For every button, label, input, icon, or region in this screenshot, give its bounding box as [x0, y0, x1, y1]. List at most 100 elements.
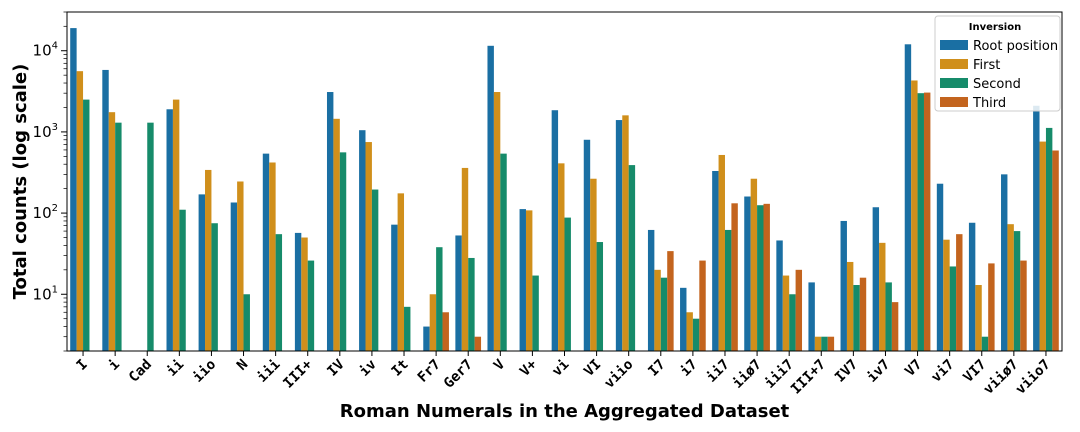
bar-second-25 [885, 282, 892, 351]
bar-second-2 [147, 122, 154, 351]
bar-first-14 [525, 210, 533, 351]
bar-third-27 [956, 234, 963, 351]
bar-first-1 [108, 112, 116, 352]
bar-first-26 [911, 80, 918, 351]
bar-first-23 [814, 336, 822, 351]
bar-second-9 [371, 189, 379, 351]
bar-second-26 [917, 93, 924, 352]
legend-title: Inversion [969, 22, 1021, 33]
y-tick-label: 101 [33, 284, 58, 303]
legend-swatch [940, 40, 968, 50]
y-tick-label: 104 [33, 41, 58, 60]
bar-root-position-13 [487, 45, 494, 352]
x-tick-label: VI [581, 357, 604, 380]
bar-root-position-16 [583, 139, 591, 351]
bar-root-position-22 [776, 240, 783, 351]
bar-second-22 [789, 294, 796, 351]
bar-root-position-25 [872, 207, 880, 351]
bar-root-position-17 [615, 120, 623, 351]
bar-first-9 [365, 142, 372, 351]
bar-first-28 [975, 285, 982, 351]
bar-first-18 [654, 269, 661, 351]
x-tick-label: Ger7 [441, 357, 476, 392]
bar-second-24 [853, 285, 860, 351]
bar-root-position-18 [647, 229, 655, 351]
bar-second-13 [500, 153, 507, 351]
bar-second-17 [628, 165, 636, 351]
bar-second-12 [468, 257, 475, 351]
x-tick-label: IV [324, 356, 348, 380]
bar-second-30 [1045, 127, 1053, 351]
legend-items: Root position First Second Third [940, 39, 1058, 111]
x-tick-label: I [74, 357, 91, 374]
x-tick-label: viio [601, 357, 636, 392]
bar-second-28 [981, 336, 989, 351]
bar-second-16 [596, 242, 604, 351]
bar-third-11 [442, 312, 449, 351]
bar-first-4 [205, 169, 212, 351]
bar-first-19 [686, 312, 693, 351]
x-tick-label: IV7 [832, 357, 861, 386]
bar-third-30 [1052, 150, 1059, 351]
bar-first-22 [782, 275, 790, 351]
x-tick-label: Cad [126, 357, 155, 386]
bar-second-10 [404, 306, 411, 351]
legend-swatch [940, 78, 968, 88]
y-ticks: 101 102 103 104 [33, 11, 67, 352]
x-tick-label: V+ [517, 357, 540, 380]
bar-third-19 [699, 260, 706, 351]
bar-root-position-3 [166, 109, 173, 351]
bar-first-8 [333, 118, 340, 351]
bar-root-position-19 [680, 287, 687, 351]
bar-first-20 [718, 154, 725, 351]
bar-root-position-24 [840, 220, 847, 351]
bar-second-8 [339, 152, 347, 351]
bar-first-25 [879, 242, 886, 351]
bar-root-position-5 [230, 202, 238, 351]
x-tick-label: Fr7 [415, 357, 444, 386]
bar-third-12 [474, 336, 482, 351]
bar-root-position-29 [1001, 174, 1008, 351]
bar-first-21 [750, 178, 758, 351]
bar-second-11 [436, 247, 443, 351]
x-tick-label: viio7 [1013, 357, 1054, 398]
x-tick-label: iii [254, 357, 283, 386]
bar-root-position-7 [294, 232, 302, 351]
bar-third-28 [988, 263, 995, 351]
x-tick-label: III+7 [788, 357, 829, 398]
bar-second-3 [179, 209, 186, 351]
bar-second-7 [307, 260, 315, 351]
bar-second-20 [724, 229, 732, 351]
bar-third-23 [827, 336, 835, 351]
bar-third-25 [891, 302, 899, 351]
bar-second-6 [275, 234, 283, 351]
x-tick-label: ii [164, 357, 187, 380]
legend-label: Second [973, 77, 1021, 92]
x-tick-label: It [389, 357, 412, 380]
x-tick-label: i7 [677, 357, 700, 380]
bar-root-position-21 [744, 196, 751, 351]
x-tick-label: V [491, 356, 509, 374]
bar-root-position-12 [455, 235, 462, 351]
x-tick-label: ii7 [704, 357, 733, 386]
bar-third-26 [923, 92, 931, 351]
bar-first-29 [1007, 224, 1014, 351]
legend-label: Root position [973, 39, 1058, 54]
bar-first-10 [397, 193, 405, 351]
bar-third-20 [731, 203, 738, 351]
x-tick-label: viiø7 [981, 357, 1022, 398]
bar-second-1 [115, 122, 122, 351]
bar-second-21 [757, 205, 764, 351]
bar-third-21 [763, 203, 770, 351]
y-axis-label: Total counts (log scale) [10, 64, 31, 300]
bar-root-position-23 [808, 282, 815, 351]
bar-third-22 [795, 269, 803, 351]
bar-root-position-6 [262, 153, 270, 351]
bar-first-16 [590, 178, 597, 351]
bar-first-24 [846, 261, 854, 351]
bar-root-position-1 [102, 69, 109, 351]
x-tick-label: vi7 [928, 357, 957, 386]
bar-first-0 [76, 71, 84, 352]
